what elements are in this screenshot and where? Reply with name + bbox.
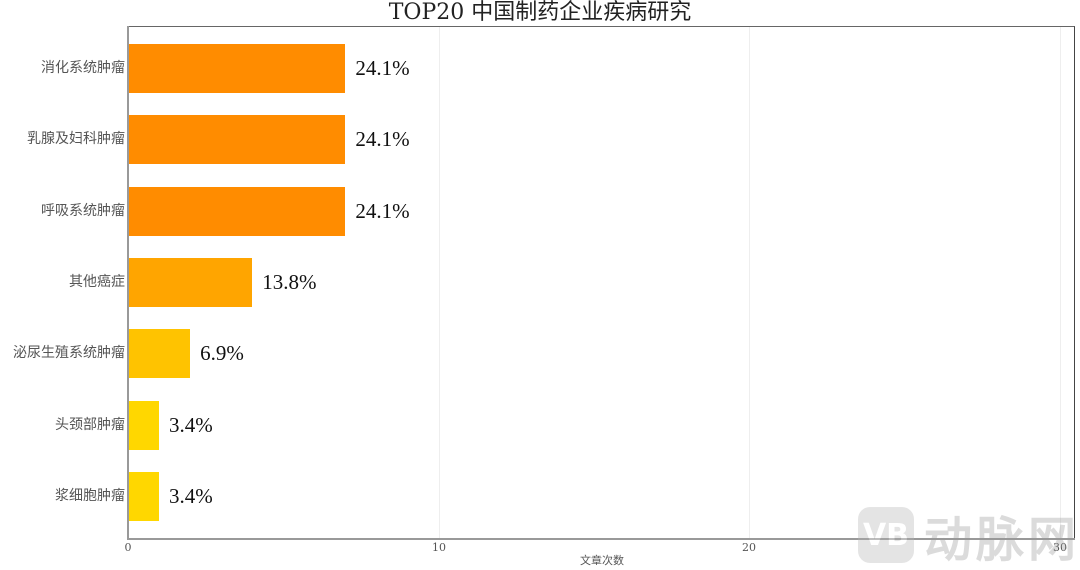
gridline-10	[439, 27, 440, 538]
x-tick-20: 20	[742, 541, 756, 554]
gridline-20	[749, 27, 750, 538]
x-tick-0: 0	[124, 541, 132, 554]
bar	[129, 329, 191, 378]
bar-value-label: 3.4%	[169, 484, 213, 508]
x-tick-10: 10	[432, 541, 446, 554]
y-axis	[127, 26, 129, 540]
bar	[129, 44, 346, 93]
bar-value-label: 3.4%	[169, 413, 213, 437]
bar	[129, 472, 160, 521]
category-label: 呼吸系统肿瘤	[41, 203, 125, 219]
category-label: 泌尿生殖系统肿瘤	[13, 345, 125, 361]
gridline-30	[1060, 27, 1061, 538]
x-axis-label: 文章次数	[580, 554, 624, 567]
category-label: 其他癌症	[69, 274, 125, 290]
category-label: 消化系统肿瘤	[41, 60, 125, 76]
bar	[129, 401, 160, 450]
bar	[129, 115, 346, 164]
bar-value-label: 24.1%	[355, 56, 410, 80]
bar-value-label: 6.9%	[200, 341, 244, 365]
bar	[129, 187, 346, 236]
bar	[129, 258, 253, 307]
chart-title: TOP20 中国制药企业疾病研究	[388, 0, 692, 25]
bar-value-label: 24.1%	[355, 127, 410, 151]
category-label: 浆细胞肿瘤	[55, 488, 125, 504]
category-label: 头颈部肿瘤	[55, 417, 125, 433]
x-tick-30: 30	[1053, 541, 1067, 554]
bar-value-label: 24.1%	[355, 199, 410, 223]
category-label: 乳腺及妇科肿瘤	[27, 131, 125, 147]
bar-value-label: 13.8%	[262, 270, 317, 294]
x-axis	[127, 538, 1075, 540]
plot-area	[127, 26, 1075, 539]
